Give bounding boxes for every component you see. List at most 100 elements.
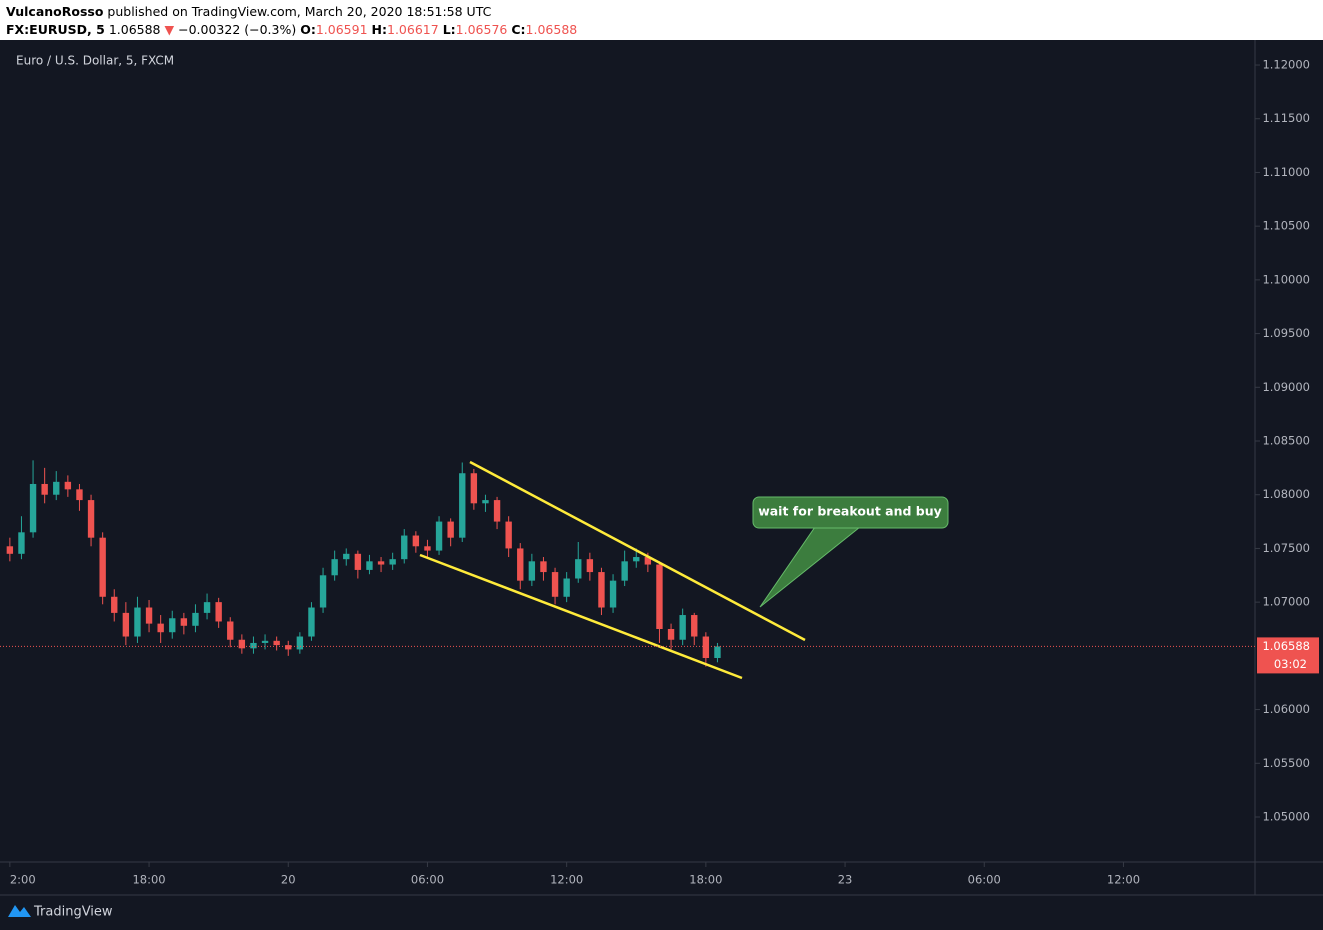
- candle-body: [435, 521, 443, 551]
- candle-body: [470, 473, 478, 504]
- candle-body: [691, 615, 698, 637]
- candle-body: [540, 561, 547, 573]
- close-label: C:: [511, 22, 525, 37]
- candle-body: [192, 612, 199, 626]
- x-tick-label: 12:00: [1107, 873, 1140, 887]
- candle-body: [250, 642, 257, 649]
- candle-body: [145, 607, 153, 624]
- y-tick-label: 1.10500: [1262, 219, 1310, 233]
- candle-body: [667, 628, 675, 640]
- high: 1.06617: [387, 22, 439, 37]
- open-label: O:: [300, 22, 316, 37]
- callout-box: [752, 496, 949, 529]
- candle-body: [53, 481, 60, 495]
- candle-body: [18, 532, 25, 554]
- candle-body: [401, 535, 408, 560]
- candle-body: [563, 578, 570, 597]
- author: VulcanoRosso: [6, 4, 104, 19]
- candle-body: [261, 640, 269, 643]
- candle-body: [238, 639, 246, 649]
- candle-body: [169, 618, 176, 633]
- x-tick-label: 06:00: [411, 873, 444, 887]
- candle-body: [644, 557, 652, 565]
- candle-body: [180, 618, 188, 626]
- y-tick-label: 1.08000: [1262, 487, 1310, 501]
- lower-trendline: [419, 553, 743, 680]
- y-tick-label: 1.09000: [1262, 380, 1310, 394]
- tv-logo: [8, 905, 31, 917]
- last: 1.06588: [109, 22, 161, 37]
- low-label: L:: [443, 22, 456, 37]
- candle-body: [377, 561, 385, 565]
- candle-body: [598, 572, 605, 608]
- candle-body: [517, 548, 524, 581]
- y-tick-label: 1.06000: [1262, 702, 1310, 716]
- x-tick-label: 20: [281, 873, 296, 887]
- upper-trendline: [469, 460, 806, 642]
- candle-body: [551, 572, 559, 597]
- candle-body: [87, 500, 95, 538]
- y-tick-label: 1.05500: [1262, 756, 1310, 770]
- candle-body: [528, 561, 536, 581]
- candle-body: [389, 559, 396, 565]
- high-label: H:: [372, 22, 387, 37]
- open: 1.06591: [316, 22, 368, 37]
- symbol: FX:EURUSD, 5: [6, 22, 105, 37]
- candle-body: [319, 575, 327, 608]
- candle-body: [273, 640, 280, 646]
- logo-icon: [8, 905, 31, 917]
- y-tick-label: 1.05000: [1262, 809, 1310, 823]
- x-tick-label: 06:00: [968, 873, 1001, 887]
- close: 1.06588: [526, 22, 578, 37]
- candle-body: [714, 646, 721, 659]
- x-tick-label: 2:00: [10, 873, 36, 887]
- x-tick-label: 18:00: [689, 873, 722, 887]
- candle-body: [702, 636, 710, 659]
- candle-body: [493, 500, 501, 522]
- candle-body: [459, 473, 466, 538]
- header-bg: [0, 0, 1323, 40]
- candle-body: [424, 546, 431, 551]
- y-tick-label: 1.07000: [1262, 595, 1310, 609]
- candle-body: [296, 636, 304, 650]
- candle-body: [111, 596, 118, 613]
- last-price-box: [1257, 637, 1319, 674]
- candle-body: [331, 559, 338, 576]
- candle-body: [586, 559, 594, 573]
- candle-body: [575, 559, 582, 579]
- y-tick-label: 1.10000: [1262, 272, 1310, 286]
- last-price-label: 1.06588: [1262, 639, 1310, 653]
- chart-bg: [0, 40, 1323, 930]
- candle-body: [99, 537, 106, 597]
- candle-body: [227, 621, 234, 640]
- down-arrow: ▼: [165, 22, 175, 37]
- candle-body: [679, 615, 686, 640]
- y-tick-label: 1.08500: [1262, 434, 1310, 448]
- y-tick-label: 1.09500: [1262, 326, 1310, 340]
- low: 1.06576: [456, 22, 508, 37]
- candle-body: [354, 553, 362, 570]
- candle-body: [203, 602, 211, 613]
- y-tick-label: 1.11000: [1262, 165, 1310, 179]
- change: −0.00322 (−0.3%): [178, 22, 296, 37]
- y-tick-label: 1.12000: [1262, 58, 1310, 72]
- x-tick-label: 12:00: [550, 873, 583, 887]
- footer-brand: TradingView: [33, 905, 113, 920]
- y-tick-label: 1.07500: [1262, 541, 1310, 555]
- header-line-2: FX:EURUSD, 5 1.06588 ▼ −0.00322 (−0.3%) …: [6, 22, 577, 37]
- candle-body: [621, 561, 628, 581]
- candle-body: [122, 612, 130, 637]
- candle-body: [609, 580, 617, 608]
- chart-title: Euro / U.S. Dollar, 5, FXCM: [16, 54, 174, 68]
- candle-body: [412, 535, 420, 547]
- x-tick-label: 23: [838, 873, 853, 887]
- candle-body: [656, 564, 663, 629]
- candle-body: [482, 500, 489, 504]
- x-tick-label: 18:00: [132, 873, 165, 887]
- header-line-1: VulcanoRosso published on TradingView.co…: [6, 4, 492, 19]
- plot: [6, 460, 721, 667]
- candle-body: [64, 481, 72, 490]
- candle-body: [134, 607, 141, 637]
- candle-body: [343, 553, 350, 560]
- candle-body: [447, 521, 454, 538]
